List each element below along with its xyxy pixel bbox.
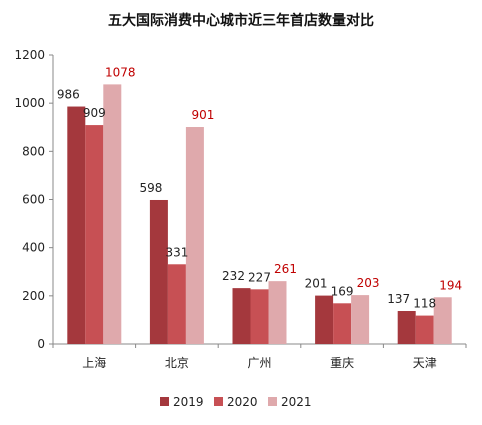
bars-group	[67, 84, 452, 345]
data-label-2021: 194	[439, 278, 462, 292]
data-label-2021: 901	[191, 108, 214, 122]
data-label-2021: 1078	[105, 65, 136, 79]
y-tick-label: 800	[22, 144, 45, 158]
bar-2021	[103, 84, 122, 345]
bar-2020	[415, 315, 434, 344]
y-tick-label: 0	[37, 337, 45, 351]
bar-2019	[315, 295, 334, 344]
bar-2019	[397, 311, 416, 344]
data-label-2020: 118	[413, 297, 436, 311]
data-label-2019: 232	[222, 269, 245, 283]
x-category-label: 重庆	[330, 356, 354, 370]
y-tick-label: 400	[22, 241, 45, 255]
x-category-label: 上海	[82, 355, 106, 370]
data-label-2020: 909	[83, 106, 106, 120]
data-label-2019: 137	[387, 292, 410, 306]
bar-2021	[433, 297, 452, 344]
legend-swatch-2019	[160, 397, 169, 406]
data-label-2019: 598	[139, 181, 162, 195]
legend: 2019 2020 2021	[160, 395, 312, 409]
bar-2021	[185, 127, 204, 345]
legend-swatch-2021	[268, 397, 277, 406]
y-tick-label: 1000	[14, 96, 45, 110]
bar-2020	[250, 289, 269, 344]
x-category-label: 北京	[165, 356, 189, 370]
data-label-2020: 227	[248, 270, 271, 284]
data-label-2021: 203	[357, 276, 380, 290]
legend-swatch-2020	[214, 397, 223, 406]
data-label-2020: 331	[165, 245, 188, 259]
chart-title: 五大国际消费中心城市近三年首店数量对比	[108, 12, 374, 29]
x-category-label: 天津	[413, 356, 437, 370]
data-label-2020: 169	[331, 284, 354, 298]
x-category-label: 广州	[247, 356, 271, 370]
bar-2021	[351, 295, 370, 344]
y-tick-label: 200	[22, 289, 45, 303]
bar-2019	[149, 199, 168, 344]
data-label-2019: 201	[305, 277, 328, 291]
bar-2021	[268, 281, 287, 344]
y-axis: 0 200 400 600 800 1000 1200	[14, 48, 54, 351]
bar-2020	[85, 125, 104, 345]
y-tick-label: 1200	[14, 48, 45, 62]
data-label-2021: 261	[274, 262, 297, 276]
bar-2019	[67, 106, 86, 344]
data-labels-group: 986 598 232 201 137 909 331 227 169 118 1078 901 261…	[57, 65, 462, 310]
legend-label-2020: 2020	[227, 395, 258, 409]
legend-label-2021: 2021	[281, 395, 312, 409]
bar-2020	[167, 264, 186, 344]
data-label-2019: 986	[57, 88, 80, 102]
legend-label-2019: 2019	[173, 395, 204, 409]
y-tick-label: 600	[22, 193, 45, 207]
x-axis: 上海 北京 广州 重庆 天津	[52, 343, 467, 370]
bar-2020	[333, 303, 352, 344]
bar-2019	[232, 288, 251, 344]
